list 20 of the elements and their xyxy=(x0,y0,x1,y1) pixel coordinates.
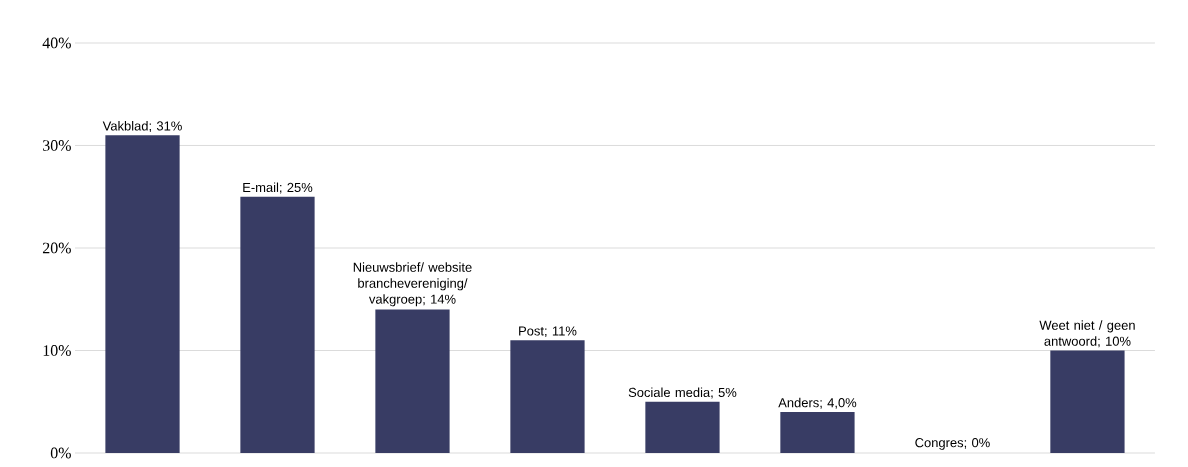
y-tick-label: 10% xyxy=(43,345,71,356)
bar xyxy=(780,412,855,453)
data-label: E-mail; 25% xyxy=(243,182,313,194)
y-tick-label: 40% xyxy=(42,37,71,49)
bar xyxy=(1050,350,1125,453)
data-label: Anders; 4,0% xyxy=(778,397,857,409)
bar xyxy=(105,135,180,453)
data-label: Post; 11% xyxy=(519,326,577,338)
y-tick-label: 0% xyxy=(50,447,71,459)
data-label: Congres; 0% xyxy=(915,438,990,450)
bar xyxy=(645,401,720,453)
y-tick-label: 30% xyxy=(43,140,71,151)
data-label: Sociale media; 5% xyxy=(628,387,737,399)
data-label: Weet niet / geen antwoord; 10% xyxy=(1039,320,1135,348)
data-label: Vakblad; 31% xyxy=(102,121,182,133)
bar xyxy=(375,309,450,453)
bar xyxy=(240,196,315,453)
y-tick-label: 20% xyxy=(42,242,71,254)
bar xyxy=(510,340,585,453)
data-label: Nieuwsbrief/ website branchevereniging/ vakgroep; 14% xyxy=(353,262,472,307)
